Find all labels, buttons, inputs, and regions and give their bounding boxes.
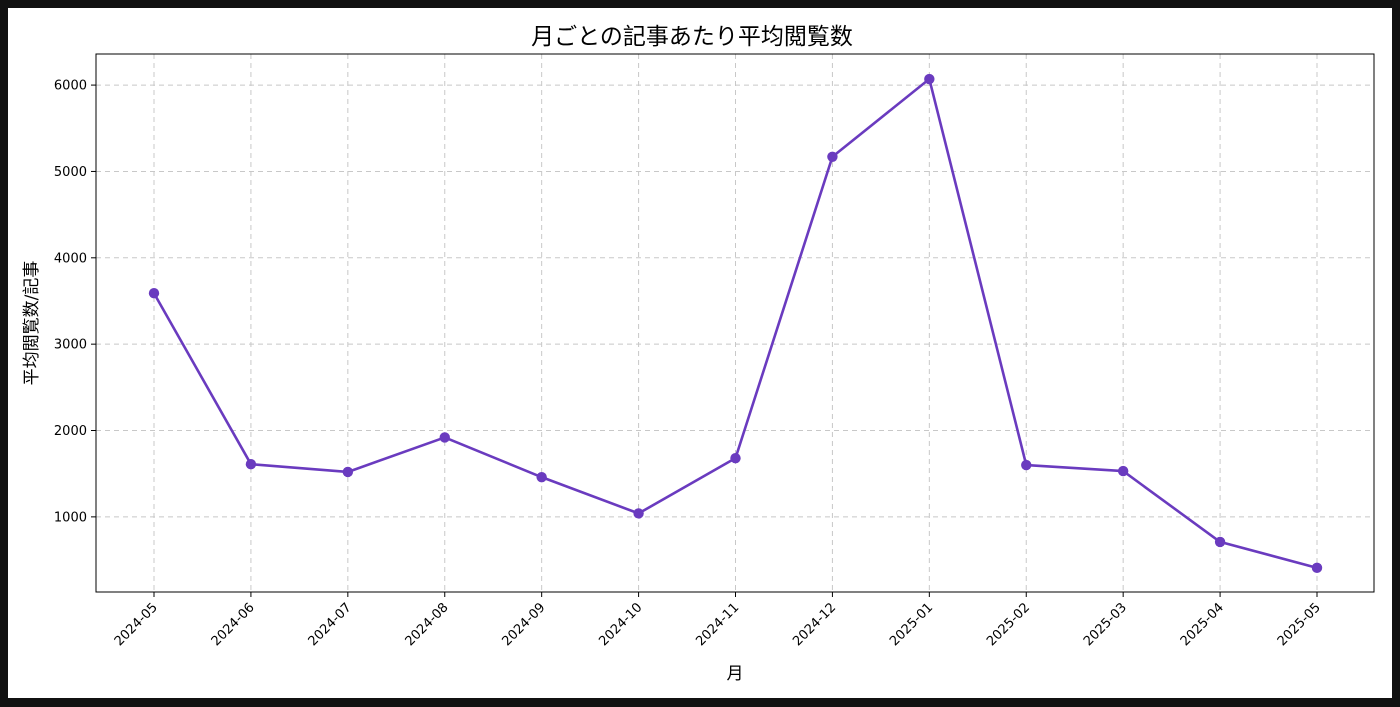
data-point [633, 508, 644, 519]
data-point [1311, 562, 1323, 574]
line-chart: 月ごとの記事あたり平均閲覧数 1000 2000 3000 4000 5000 6000 2… [22, 24, 1375, 684]
x-tick-label: 2025-05 [1275, 600, 1324, 649]
x-tick-label: 2025-04 [1178, 600, 1227, 649]
data-point [1117, 465, 1129, 477]
data-point [730, 452, 741, 464]
x-axis-title: 月 [727, 664, 744, 684]
x-tick-label: 2024-07 [306, 600, 355, 649]
series-line [152, 77, 1318, 570]
x-tick-label: 2024-05 [112, 600, 161, 649]
y-tick-label: 2000 [54, 424, 87, 439]
x-tick-label: 2025-02 [984, 600, 1033, 649]
chart-title: 月ごとの記事あたり平均閲覧数 [531, 24, 853, 50]
x-tick-label: 2024-08 [403, 600, 452, 649]
data-point [1214, 536, 1226, 548]
x-tick-label: 2025-03 [1081, 600, 1130, 649]
y-tick-label: 3000 [54, 338, 87, 353]
x-tick-label: 2024-09 [499, 600, 548, 649]
data-point [245, 458, 257, 470]
data-point [536, 471, 547, 483]
x-tick-label: 2025-01 [887, 600, 936, 649]
data-point [148, 288, 160, 299]
data-point [827, 151, 838, 162]
y-tick-label: 6000 [54, 79, 87, 94]
x-tick-label: 2024-11 [693, 600, 742, 649]
x-tick-label: 2024-12 [790, 600, 839, 649]
x-tick-label: 2024-10 [596, 600, 645, 649]
grid [96, 54, 1374, 592]
y-tick-label: 5000 [54, 165, 87, 180]
y-axis-title: 平均閲覧数/記事 [22, 261, 42, 386]
y-tick-label: 1000 [54, 510, 87, 525]
data-point [439, 432, 450, 443]
data-point [342, 466, 354, 478]
y-tick-label: 4000 [54, 251, 87, 266]
axis-ticks: 1000 2000 3000 4000 5000 6000 2024-05 2024-06 20… [54, 79, 1324, 650]
x-tick-label: 2024-06 [209, 600, 258, 649]
data-series [148, 73, 1323, 574]
data-point [1021, 459, 1032, 471]
data-point [924, 73, 935, 85]
plot-area [95, 53, 1375, 593]
chart-frame: 月ごとの記事あたり平均閲覧数 1000 2000 3000 4000 5000 6000 2… [8, 8, 1392, 698]
